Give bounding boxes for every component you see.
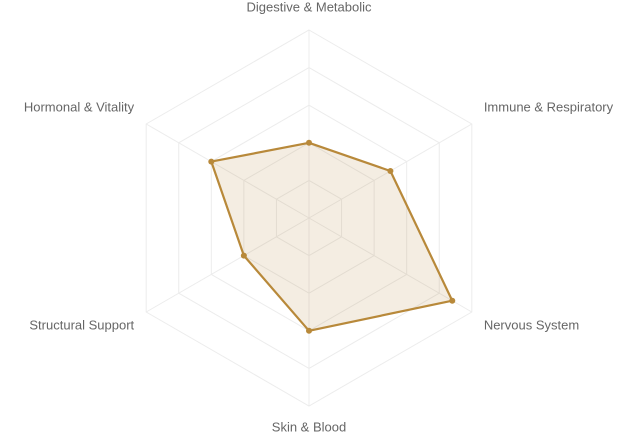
grid-spoke bbox=[145, 123, 310, 219]
grid-spoke bbox=[145, 217, 310, 313]
axis-label: Structural Support bbox=[29, 317, 134, 332]
axis-label: Nervous System bbox=[484, 317, 579, 332]
data-area bbox=[210, 141, 454, 332]
data-point bbox=[449, 297, 456, 304]
data-point bbox=[240, 252, 247, 259]
grid-spoke bbox=[308, 217, 473, 313]
data-point bbox=[387, 168, 394, 174]
axis-label: Digestive & Metabolic bbox=[247, 0, 372, 14]
data-point bbox=[208, 158, 215, 165]
axis-label: Hormonal & Vitality bbox=[24, 99, 135, 114]
axis-label: Immune & Respiratory bbox=[484, 99, 614, 114]
data-point bbox=[306, 139, 312, 146]
data-point bbox=[306, 327, 312, 334]
axis-label: Skin & Blood bbox=[272, 419, 346, 434]
